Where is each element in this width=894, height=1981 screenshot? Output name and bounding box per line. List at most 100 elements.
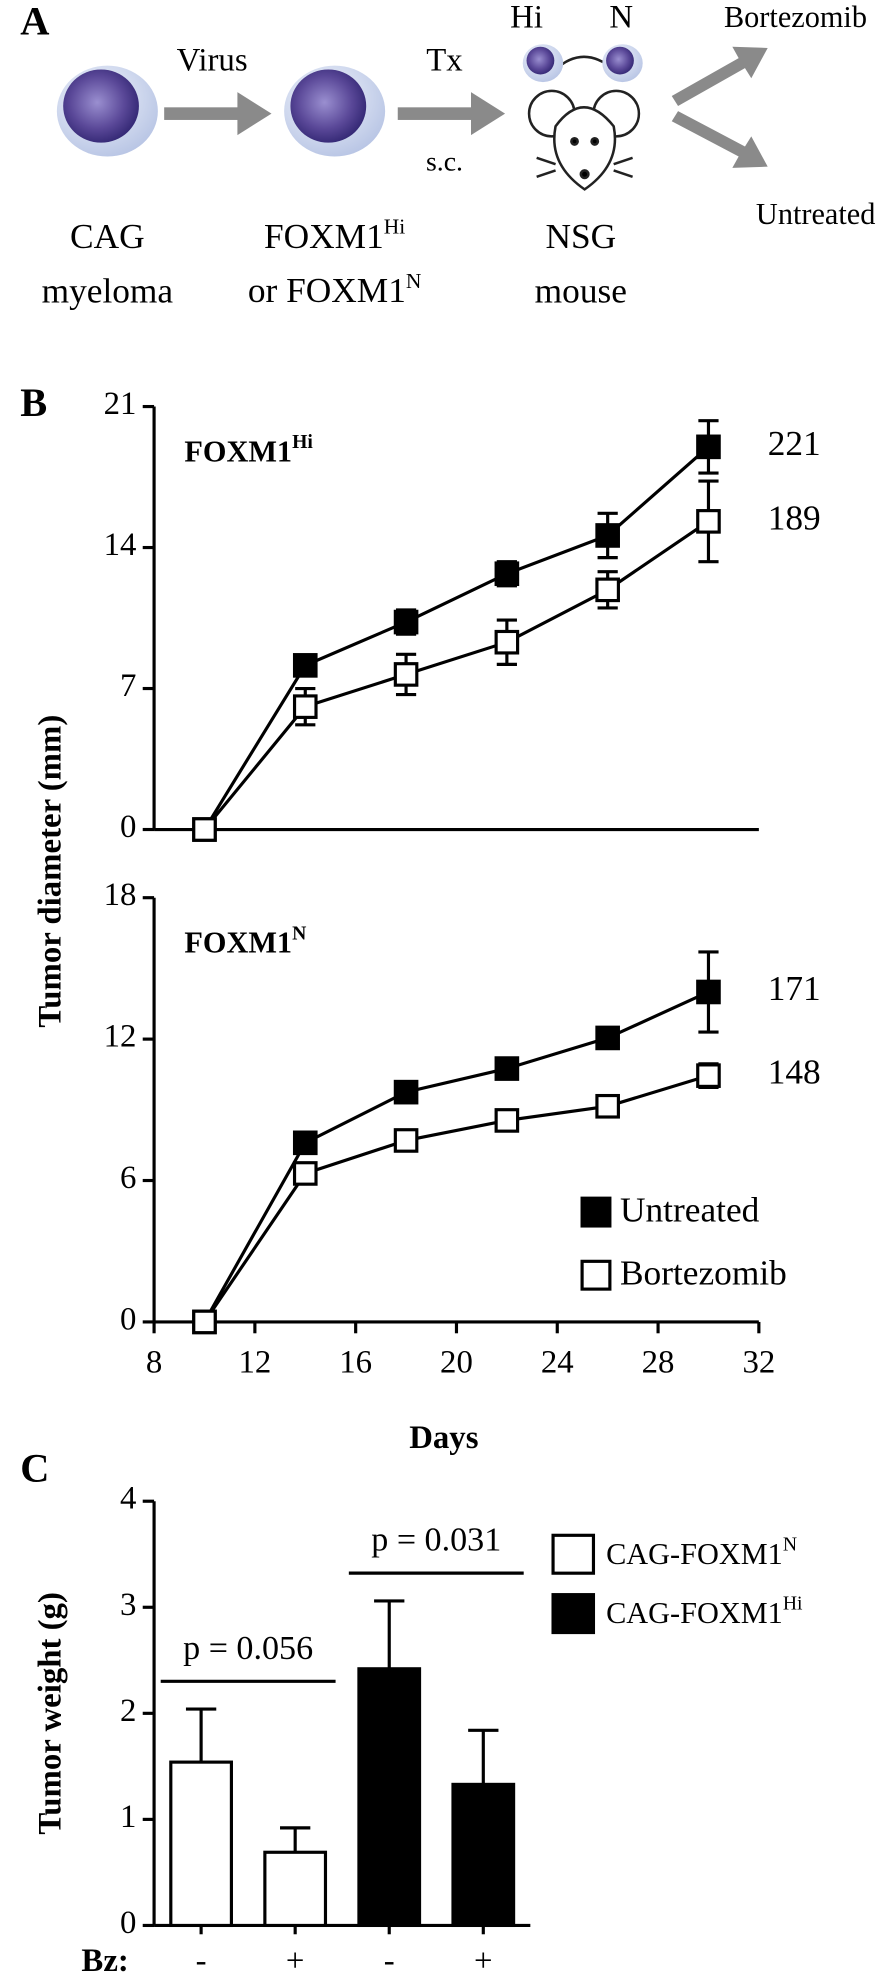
y-axis-label: Tumor weight (g) [33, 1592, 69, 1834]
y-tick-label: 14 [104, 527, 137, 563]
arrow-label: Tx [426, 43, 462, 79]
bar [263, 1850, 328, 1928]
marker [696, 979, 721, 1005]
y-tick-label: 18 [104, 877, 137, 913]
y-tick-label: 4 [120, 1481, 136, 1517]
error-bar [374, 1599, 405, 1669]
panel-label: A [20, 0, 49, 44]
series-line [203, 990, 710, 1323]
x-tick-label: 32 [742, 1344, 775, 1380]
marker [393, 1079, 419, 1105]
legend-label: Untreated [620, 1189, 760, 1229]
x-tick-label: 8 [146, 1344, 162, 1380]
panel-label: C [20, 1445, 49, 1490]
x-tick-label: 28 [642, 1344, 675, 1380]
panel-a: A Virus Tx s.c. Hi [20, 0, 875, 310]
legend-label-sup: Hi [783, 1592, 803, 1614]
branch-label: Untreated [756, 197, 875, 231]
caption: myeloma [42, 270, 174, 310]
caption: or FOXM1N [248, 269, 422, 311]
legend-label: Bortezomib [620, 1253, 787, 1293]
y-tick-label: 3 [120, 1587, 136, 1623]
x-tick-label: 24 [541, 1344, 574, 1380]
end-label: 171 [768, 968, 821, 1008]
arrow [164, 46, 768, 168]
legend-label: CAG-FOXM1N [606, 1533, 797, 1571]
legend-label-main: CAG-FOXM1 [606, 1596, 783, 1630]
marker [595, 523, 620, 548]
marker [292, 1161, 318, 1186]
error-bar [280, 1826, 311, 1853]
y-tick-label: 7 [120, 668, 136, 704]
legend-swatch [551, 1593, 596, 1635]
marker [696, 509, 721, 534]
x-tick-label: + [286, 1943, 305, 1979]
error-bar [468, 1728, 499, 1785]
end-label: 189 [768, 497, 821, 537]
category-axis-label: Bz: [81, 1943, 128, 1979]
y-tick-label: 0 [120, 1905, 136, 1941]
x-tick-label: 16 [339, 1344, 372, 1380]
series-line [203, 1074, 709, 1323]
mouse-label: Hi [510, 0, 543, 36]
mouse-icon [522, 44, 643, 191]
caption-sup: N [406, 269, 421, 293]
x-tick-label: + [474, 1943, 493, 1979]
caption: FOXM1Hi [264, 214, 405, 256]
marker [595, 1093, 620, 1119]
x-tick-label: - [384, 1943, 395, 1979]
marker [192, 817, 217, 842]
marker [494, 561, 520, 587]
cell-icon [284, 65, 386, 157]
legend-label-main: CAG-FOXM1 [606, 1537, 783, 1571]
marker [696, 1063, 721, 1088]
marker [393, 662, 419, 687]
chart-title-main: FOXM1 [184, 926, 292, 960]
branch-label: Bortezomib [724, 0, 867, 34]
caption: CAG [70, 216, 145, 256]
marker [192, 1309, 217, 1335]
chart-title-sup: Hi [292, 431, 313, 453]
y-tick-label: 1 [120, 1799, 136, 1835]
caption-text: FOXM1 [264, 216, 384, 256]
y-tick-label: 0 [120, 1301, 136, 1337]
end-label: 148 [768, 1052, 821, 1092]
marker [696, 434, 721, 460]
marker [292, 653, 318, 678]
panel-label: B [20, 380, 47, 425]
marker [595, 1025, 620, 1051]
x-tick-label: 12 [238, 1344, 271, 1380]
series-line [203, 520, 710, 831]
x-tick-label: - [196, 1943, 207, 1979]
y-tick-label: 6 [120, 1160, 136, 1196]
y-tick-label: 0 [120, 809, 136, 845]
bar [451, 1782, 516, 1928]
legend-swatch [551, 1533, 596, 1575]
legend-swatch [580, 1259, 612, 1291]
p-value: p = 0.031 [371, 1522, 501, 1559]
marker [292, 694, 318, 719]
marker [494, 629, 520, 655]
error-bar [185, 1707, 217, 1763]
end-label: 221 [768, 423, 821, 463]
legend-label: CAG-FOXM1Hi [606, 1592, 803, 1630]
x-tick-label: 20 [440, 1344, 473, 1380]
y-tick-label: 12 [104, 1019, 137, 1055]
mouse-label: N [609, 0, 633, 36]
marker [393, 609, 419, 635]
marker [292, 1130, 318, 1156]
chart-title-main: FOXM1 [184, 434, 292, 468]
chart-title: FOXM1Hi [184, 431, 313, 469]
caption-text: or FOXM1 [248, 270, 406, 310]
chart-title: FOXM1N [184, 922, 306, 960]
y-tick-label: 2 [120, 1693, 136, 1729]
caption: NSG [545, 216, 616, 256]
series-line [203, 445, 710, 831]
chart-title-sup: N [292, 922, 306, 944]
cell-icon [56, 65, 158, 157]
legend-swatch [580, 1196, 612, 1228]
caption-sup: Hi [384, 214, 405, 238]
arrow-label: s.c. [426, 147, 463, 178]
